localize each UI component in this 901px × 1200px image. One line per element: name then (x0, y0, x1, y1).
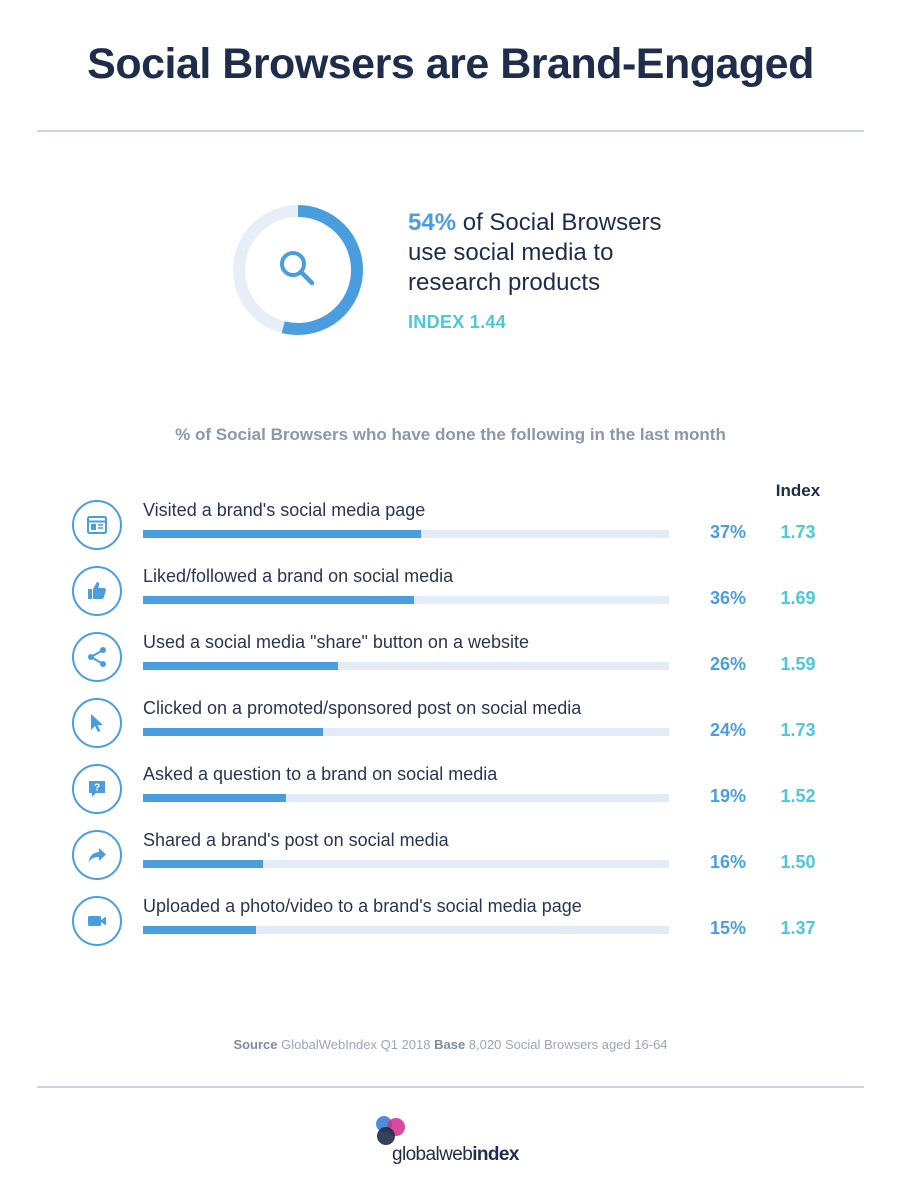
share-icon (72, 632, 122, 682)
bar-track (143, 596, 669, 604)
bar-track (143, 926, 669, 934)
browser-page-icon (72, 500, 122, 550)
bar-category-label: Uploaded a photo/video to a brand's soci… (143, 896, 582, 916)
thumbs-up-icon (72, 566, 122, 616)
bar-category-label: Liked/followed a brand on social media (143, 566, 454, 586)
logo-word-index: index (472, 1144, 519, 1165)
donut-chart (232, 204, 364, 336)
bar-category-label: Visited a brand's social media page (143, 500, 426, 520)
bar (143, 794, 286, 802)
bar (143, 662, 338, 670)
bar-index-label: 1.69 (780, 588, 816, 608)
bar-value-label: 26% (709, 654, 746, 674)
source-label: Source (233, 1037, 278, 1052)
donut-arc (233, 205, 363, 335)
bar-track (143, 794, 669, 802)
highlight-index: INDEX 1.44 (408, 312, 507, 332)
chart-row: Clicked on a promoted/sponsored post on … (0, 698, 901, 764)
search-icon (280, 251, 315, 286)
base-label: Base (434, 1037, 466, 1052)
top-divider (37, 130, 864, 132)
chart-row: Uploaded a photo/video to a brand's soci… (0, 896, 901, 962)
chart-row: Shared a brand's post on social media 16%… (0, 830, 901, 896)
question-bubble-icon: ? (72, 764, 122, 814)
page-title: Social Browsers are Brand-Engaged (87, 40, 814, 88)
bar-track (143, 728, 669, 736)
bar-category-label: Shared a brand's post on social media (143, 830, 449, 850)
bar-value-label: 16% (709, 852, 746, 872)
bar-value-label: 36% (709, 588, 746, 608)
bar-track (143, 530, 669, 538)
highlight-percent: 54% (408, 209, 457, 236)
index-column-header: Index (775, 481, 821, 500)
bar-track (143, 860, 669, 868)
bar-index-label: 1.73 (780, 720, 816, 740)
globalwebindex-logo: globalwebindex (372, 1114, 532, 1174)
bar (143, 860, 263, 868)
source-text: GlobalWebIndex Q1 2018 (277, 1037, 435, 1052)
bar (143, 926, 256, 934)
bar-value-label: 37% (709, 522, 746, 542)
chart-row: ? Asked a question to a brand on social m… (0, 764, 901, 830)
logo-mark-icon (376, 1116, 405, 1145)
bar-category-label: Clicked on a promoted/sponsored post on … (143, 698, 582, 718)
chart-row: Used a social media "share" button on a … (0, 632, 901, 698)
bar-index-label: 1.59 (780, 654, 816, 674)
highlight-line2: use social media to (408, 239, 614, 266)
video-camera-icon (72, 896, 122, 946)
chart-row: Visited a brand's social media page 37% 1.… (0, 500, 901, 566)
bar-value-label: 24% (709, 720, 746, 740)
bar-index-label: 1.73 (780, 522, 816, 542)
bar (143, 596, 414, 604)
bar-track (143, 662, 669, 670)
bar-category-label: Asked a question to a brand on social me… (143, 764, 498, 784)
chart-row: Liked/followed a brand on social media 36… (0, 566, 901, 632)
bar-index-label: 1.52 (780, 786, 816, 806)
bar-value-label: 15% (709, 918, 746, 938)
bar-value-label: 19% (709, 786, 746, 806)
forward-arrow-icon (72, 830, 122, 880)
bar (143, 530, 421, 538)
highlight-stat: 54% of Social Browsers use social media … (408, 208, 708, 298)
cursor-icon (72, 698, 122, 748)
base-text: 8,020 Social Browsers aged 16-64 (465, 1037, 668, 1052)
highlight-line3: research products (408, 269, 601, 296)
logo-word-web: web (439, 1144, 473, 1165)
logo-word-global: global (392, 1144, 440, 1165)
svg-text:?: ? (94, 783, 100, 794)
bottom-divider (37, 1086, 864, 1088)
bar-index-label: 1.37 (780, 918, 816, 938)
logo-wordmark: globalwebindex (392, 1144, 519, 1166)
bar (143, 728, 323, 736)
source-note: Source GlobalWebIndex Q1 2018 Base 8,020… (0, 1037, 901, 1052)
bar-category-label: Used a social media "share" button on a … (143, 632, 529, 652)
chart-title: % of Social Browsers who have done the f… (175, 425, 726, 444)
bar-index-label: 1.50 (780, 852, 816, 872)
highlight-line1: of Social Browsers (456, 209, 662, 236)
